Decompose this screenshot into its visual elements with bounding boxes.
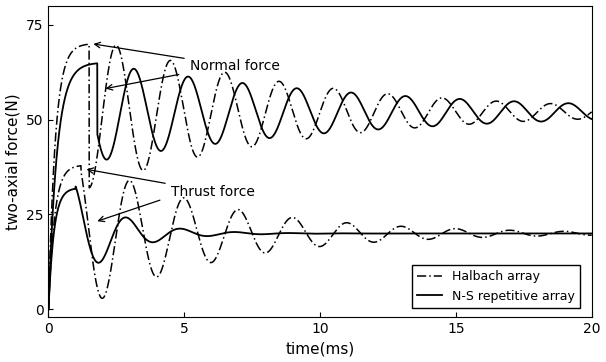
Text: Thrust force: Thrust force <box>88 168 255 199</box>
Legend: Halbach array, N-S repetitive array: Halbach array, N-S repetitive array <box>412 265 580 308</box>
Text: Normal force: Normal force <box>95 42 279 73</box>
Y-axis label: two-axial force(N): two-axial force(N) <box>5 93 21 230</box>
X-axis label: time(ms): time(ms) <box>285 341 355 357</box>
